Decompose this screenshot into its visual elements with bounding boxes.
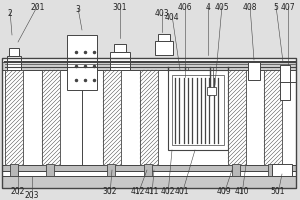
Bar bbox=[2, 176, 296, 188]
Bar bbox=[10, 164, 18, 176]
Text: 409: 409 bbox=[217, 188, 231, 196]
Bar bbox=[248, 62, 260, 80]
Bar bbox=[158, 34, 170, 41]
Bar bbox=[172, 75, 224, 145]
Bar bbox=[272, 164, 292, 176]
Bar bbox=[2, 70, 296, 165]
Text: 203: 203 bbox=[25, 192, 39, 200]
Bar bbox=[207, 87, 216, 95]
Bar bbox=[46, 164, 54, 176]
Text: 501: 501 bbox=[271, 188, 285, 196]
Text: 404: 404 bbox=[165, 12, 179, 21]
Text: 202: 202 bbox=[11, 188, 25, 196]
Bar bbox=[264, 70, 282, 165]
Text: 407: 407 bbox=[281, 3, 295, 12]
Bar bbox=[232, 164, 240, 176]
Text: 302: 302 bbox=[103, 188, 117, 196]
Bar bbox=[5, 70, 23, 165]
Bar bbox=[42, 70, 60, 165]
Text: 408: 408 bbox=[243, 3, 257, 12]
Text: 403: 403 bbox=[155, 9, 169, 19]
Text: 201: 201 bbox=[31, 2, 45, 11]
Text: 412: 412 bbox=[131, 188, 145, 196]
Text: 410: 410 bbox=[235, 188, 249, 196]
Text: 301: 301 bbox=[113, 2, 127, 11]
Text: 4: 4 bbox=[206, 3, 210, 12]
Text: 402: 402 bbox=[161, 188, 175, 196]
Bar bbox=[2, 58, 296, 62]
Text: 2: 2 bbox=[8, 8, 12, 18]
Text: 405: 405 bbox=[215, 3, 229, 12]
Bar bbox=[2, 58, 296, 188]
Bar bbox=[114, 44, 126, 52]
Bar bbox=[2, 171, 296, 176]
Bar bbox=[140, 70, 158, 165]
Bar bbox=[9, 48, 19, 56]
Bar bbox=[7, 56, 21, 70]
Text: 406: 406 bbox=[178, 3, 192, 12]
Bar bbox=[268, 164, 276, 176]
Text: 5: 5 bbox=[274, 3, 278, 12]
Bar bbox=[280, 65, 290, 100]
Bar bbox=[182, 70, 190, 75]
Bar bbox=[155, 41, 173, 55]
Bar bbox=[2, 165, 296, 171]
Bar bbox=[110, 52, 130, 70]
Text: 411: 411 bbox=[145, 188, 159, 196]
Bar bbox=[144, 164, 152, 176]
Bar bbox=[2, 62, 296, 70]
Bar bbox=[103, 70, 121, 165]
Text: 401: 401 bbox=[175, 188, 189, 196]
Bar bbox=[168, 70, 228, 150]
Bar bbox=[67, 35, 97, 90]
Bar bbox=[107, 164, 115, 176]
Bar bbox=[228, 70, 246, 165]
Text: 3: 3 bbox=[76, 5, 80, 15]
